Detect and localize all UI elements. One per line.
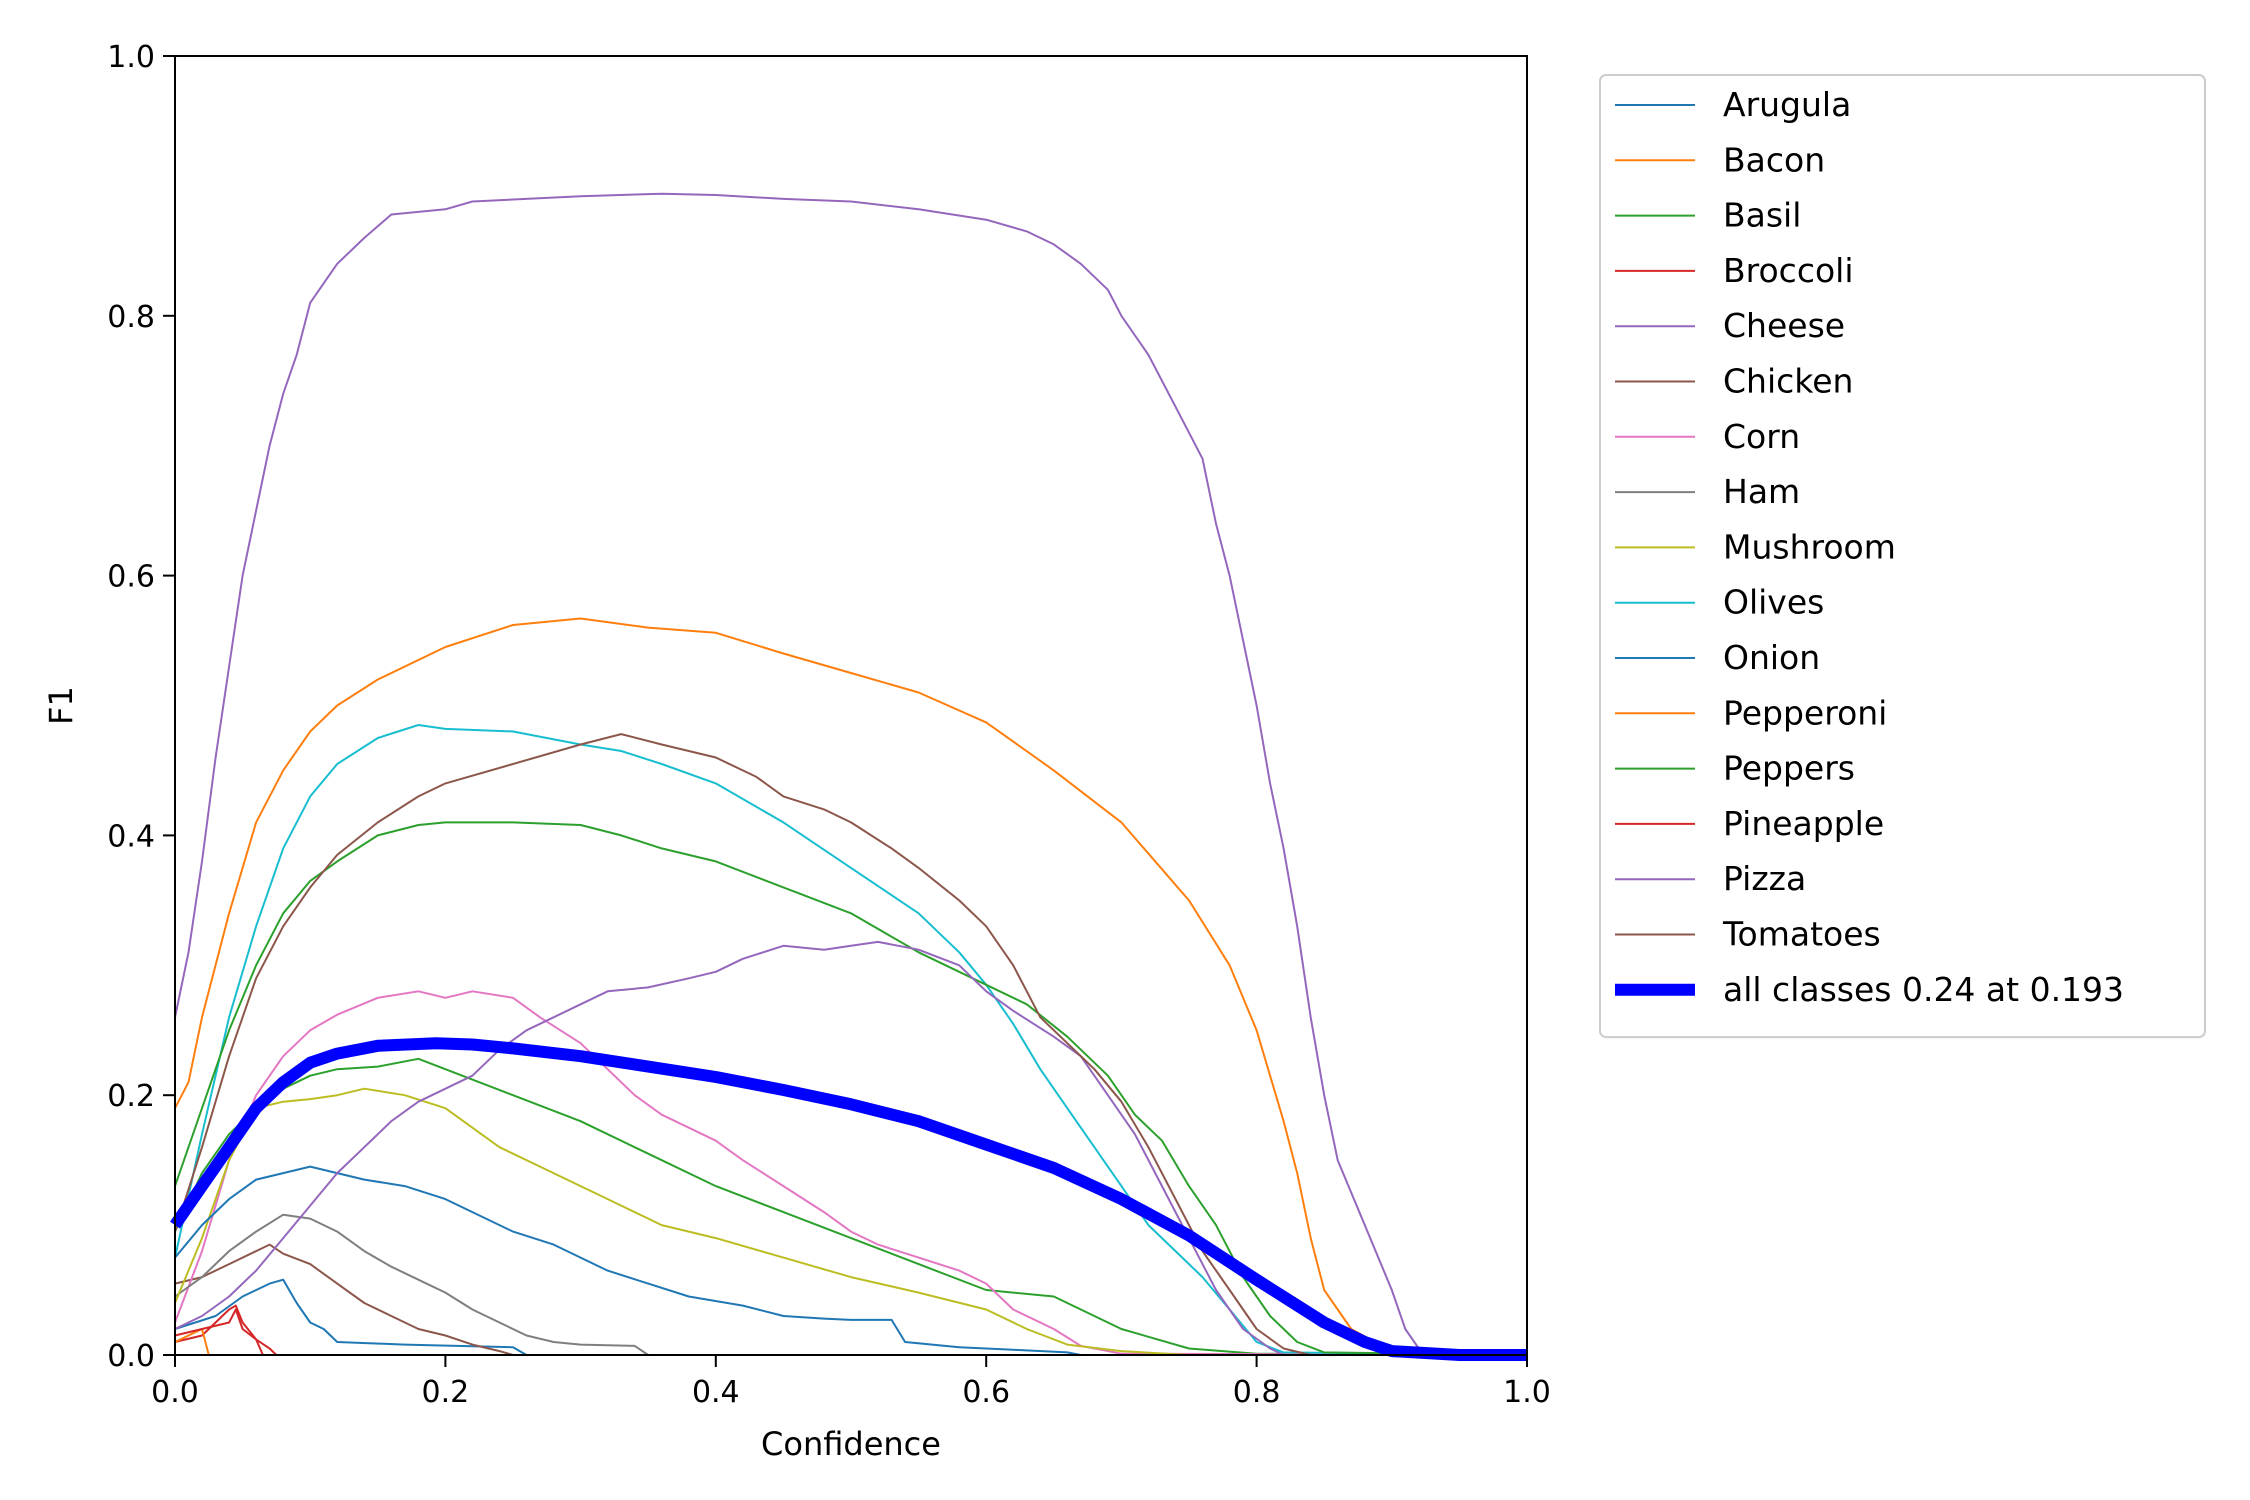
series-line-4	[174, 192, 1528, 1356]
y-axis-label: F1	[42, 686, 80, 725]
series-line-10	[174, 1165, 1527, 1356]
y-tick-label: 0.0	[107, 1339, 155, 1374]
series-lines	[170, 192, 1528, 1361]
series-line-12	[174, 821, 1528, 1356]
series-line-15	[174, 733, 1527, 1356]
y-tick-label: 0.4	[107, 819, 155, 854]
y-tick-label: 0.8	[107, 300, 155, 335]
y-axis-ticks: 0.0 0.2 0.4 0.6 0.8 1.0	[107, 40, 175, 1374]
legend-entry-label: Broccoli	[1723, 251, 1854, 290]
legend-entry-label: Cheese	[1723, 306, 1845, 345]
legend: Arugula Bacon Basil Broccoli Cheese Chicken Co…	[1599, 74, 2206, 1039]
series-line-1	[174, 617, 1528, 1356]
series-line-14	[174, 940, 1527, 1356]
series-line-16	[170, 1037, 1527, 1361]
legend-entry-label: Arugula	[1723, 85, 1851, 124]
y-tick-label: 0.2	[107, 1079, 155, 1114]
legend-entry-label: Onion	[1723, 638, 1820, 677]
x-tick-label: 0.0	[151, 1375, 199, 1410]
series-line-3	[174, 1304, 1527, 1356]
x-axis-ticks: 0.0 0.2 0.4 0.6 0.8 1.0	[151, 1355, 1551, 1410]
series-line-9	[174, 724, 1528, 1356]
legend-entry-label: Basil	[1723, 196, 1801, 235]
legend-entry-label: Corn	[1723, 417, 1800, 456]
legend-entry-label: Peppers	[1723, 749, 1855, 788]
series-line-0	[174, 1278, 1527, 1356]
series-line-13	[174, 1308, 1527, 1356]
legend-entry-label: Pizza	[1723, 859, 1806, 898]
plot-area-frame	[174, 55, 1528, 1356]
legend-entry-label: Bacon	[1723, 140, 1825, 179]
y-tick-label: 1.0	[107, 40, 155, 75]
legend-box	[1599, 74, 2206, 1039]
legend-entry-label: Pineapple	[1723, 804, 1884, 843]
legend-entry-label: Pepperoni	[1723, 693, 1887, 732]
legend-entry-label: Mushroom	[1723, 527, 1896, 566]
series-line-7	[174, 1213, 1527, 1356]
x-tick-label: 1.0	[1503, 1375, 1551, 1410]
legend-entry-label: Chicken	[1723, 362, 1853, 401]
series-line-6	[174, 990, 1528, 1356]
x-tick-label: 0.2	[422, 1375, 470, 1410]
y-tick-label: 0.6	[107, 560, 155, 595]
x-tick-label: 0.4	[692, 1375, 740, 1410]
legend-entry-label: all classes 0.24 at 0.193	[1723, 970, 2124, 1009]
legend-entry-label: Tomatoes	[1722, 915, 1881, 954]
x-tick-label: 0.6	[962, 1375, 1010, 1410]
legend-entry-label: Ham	[1723, 472, 1800, 511]
series-line-8	[174, 1087, 1527, 1356]
legend-entry-label: Olives	[1723, 583, 1824, 622]
x-axis-label: Confidence	[761, 1425, 941, 1463]
series-line-5	[174, 1243, 1527, 1356]
series-line-11	[174, 1328, 1527, 1356]
x-tick-label: 0.8	[1233, 1375, 1281, 1410]
